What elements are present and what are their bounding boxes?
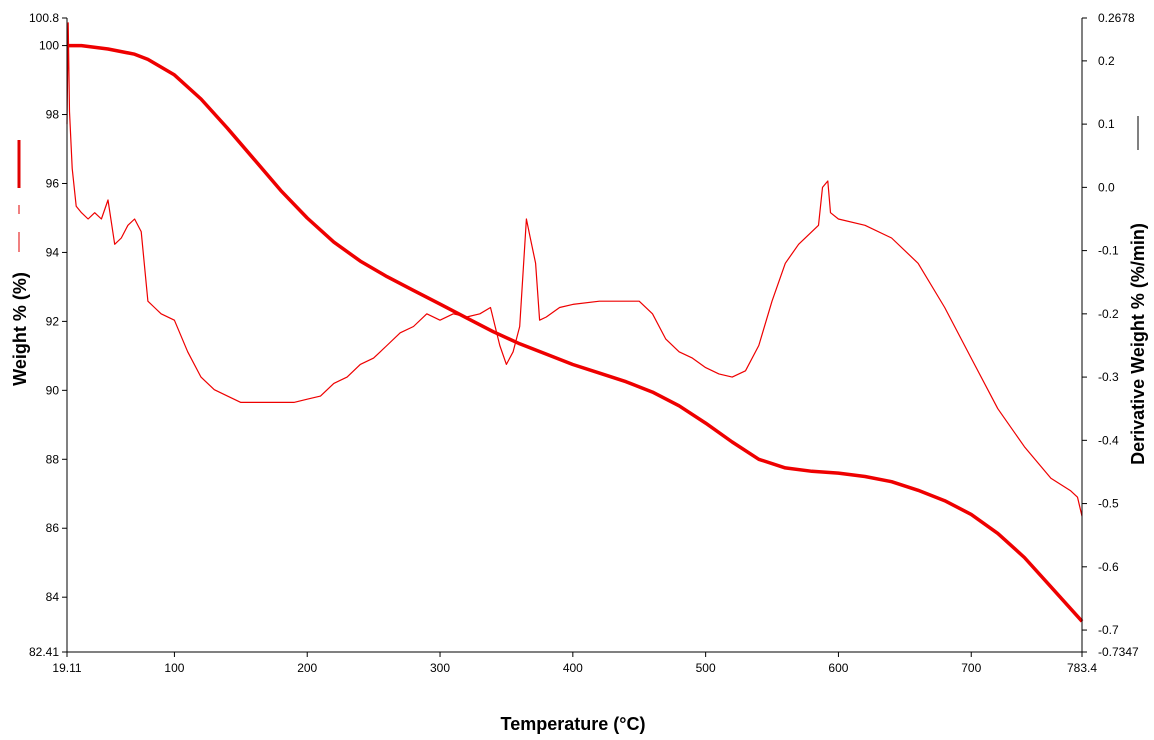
y-right-tick-label: -0.4 [1098,433,1119,447]
y-left-tick-label: 92 [46,314,60,328]
y-left-tick-label: 96 [46,176,60,190]
y-left-tick-label: 100.8 [29,11,59,25]
x-tick-label: 783.4 [1067,661,1097,675]
x-tick-label: 400 [563,661,583,675]
y-right-axis-label: Derivative Weight % (%/min) [1128,223,1148,465]
y-right-tick-label: -0.7 [1098,623,1119,637]
y-right-tick-label: -0.7347 [1098,645,1139,659]
y-right-tick-label: 0.1 [1098,117,1115,131]
x-tick-label: 700 [961,661,981,675]
x-axis-label: Temperature (°C) [501,714,646,734]
y-left-tick-label: 98 [46,108,60,122]
y-left-tick-label: 84 [46,590,60,604]
x-tick-label: 300 [430,661,450,675]
x-tick-label: 19.11 [52,661,81,675]
y-left-tick-label: 94 [46,245,60,259]
y-right-tick-label: -0.2 [1098,307,1119,321]
y-left-tick-label: 100 [39,39,59,53]
y-right-tick-label: 0.2678 [1098,11,1135,25]
y-right-tick-label: 0.2 [1098,54,1115,68]
x-axis: 19.11 100 200 300 400 500 600 700 783.4 [52,651,1097,675]
x-tick-label: 500 [696,661,716,675]
y-right-tick-label: -0.6 [1098,560,1119,574]
y-right-tick-label: -0.1 [1098,244,1119,258]
y-left-axis-label: Weight % (%) [10,272,30,386]
y-left-tick-label: 90 [46,383,60,397]
y-left-tick-label: 86 [46,521,60,535]
plot-lines [66,22,1084,623]
y-right-tick-label: -0.3 [1098,370,1119,384]
x-tick-label: 600 [828,661,848,675]
derivative-weight-line [66,22,1083,517]
y-right-axis: 0.2678 0.2 0.1 0.0 -0.1 -0.2 -0.3 -0.4 -0.5 -0.6 -… [1081,11,1139,659]
x-tick-label: 200 [297,661,317,675]
weight-line [67,43,1084,623]
y-right-tick-label: 0.0 [1098,180,1115,194]
y-left-tick-label: 82.41 [29,645,59,659]
y-left-axis: 100.8 100 98 96 94 92 90 88 86 84 82.41 [29,11,68,659]
y-left-tick-label: 88 [46,452,60,466]
x-tick-label: 100 [164,661,184,675]
y-right-tick-label: -0.5 [1098,497,1119,511]
